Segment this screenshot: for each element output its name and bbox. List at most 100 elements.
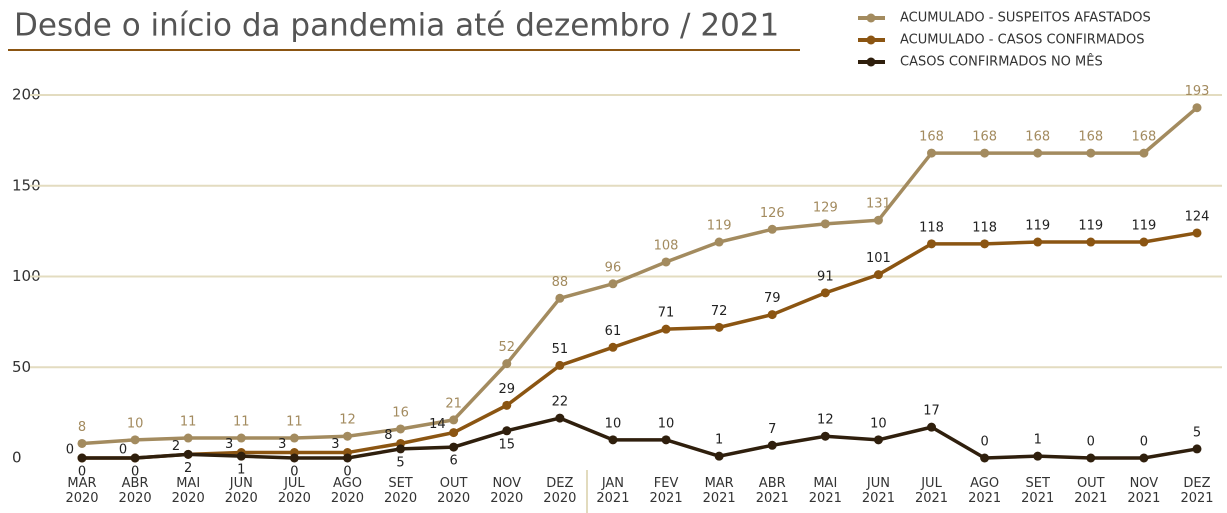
data-point [449,415,459,425]
data-label: 168 [1131,130,1156,145]
data-label: 168 [1078,130,1103,145]
x-tick-label: JUN 2020 [224,476,258,506]
data-point [1033,451,1043,461]
data-label: 6 [450,454,458,469]
data-label: 0 [1087,435,1095,450]
data-label: 61 [605,324,622,339]
data-point [289,433,299,443]
series-line [82,416,1198,460]
y-tick-label: 0 [12,449,22,467]
x-tick-label: MAR 2020 [65,476,99,506]
data-point [980,148,990,158]
data-label: 168 [1025,130,1050,145]
data-label: 8 [384,428,392,443]
data-label: 119 [1078,219,1103,234]
legend-label: ACUMULADO - SUSPEITOS AFASTADOS [900,11,1151,26]
data-point [1139,237,1149,247]
data-point [555,413,565,423]
data-label: 0 [131,465,139,480]
data-point [820,288,830,298]
data-point [767,440,777,450]
data-point [1033,237,1043,247]
data-label: 0 [78,465,86,480]
data-point [714,451,724,461]
x-tick-label: AGO 2021 [968,476,1002,506]
data-label: 3 [225,437,233,452]
data-label: 168 [919,130,944,145]
x-tick-label: MAI 2021 [808,476,842,506]
data-point [342,431,352,441]
data-label: 11 [286,415,303,430]
data-point [449,442,459,452]
x-tick-label: MAR 2021 [702,476,736,506]
x-tick-label: ABR 2021 [755,476,789,506]
data-point [449,428,459,438]
data-point [77,438,87,448]
data-point [608,342,618,352]
data-point [1192,103,1202,113]
x-tick-label: FEV 2021 [649,476,683,506]
x-tick-label: MAI 2020 [171,476,205,506]
x-tick-label: SET 2020 [384,476,418,506]
data-label: 118 [972,220,997,235]
data-point [714,322,724,332]
data-label: 108 [654,238,679,253]
data-point [236,433,246,443]
series-line [82,231,1198,460]
data-point [1086,148,1096,158]
data-label: 2 [184,461,192,476]
data-label: 119 [1131,219,1156,234]
data-label: 126 [760,206,785,221]
data-label: 0 [119,443,127,458]
data-point [396,424,406,434]
data-label: 1 [715,433,723,448]
data-label: 12 [817,413,834,428]
data-label: 8 [78,420,86,435]
data-label: 22 [552,395,569,410]
data-point [980,453,990,463]
data-point [183,433,193,443]
data-label: 168 [972,130,997,145]
data-label: 3 [278,437,286,452]
data-label: 0 [343,465,351,480]
x-tick-label: OUT 2020 [437,476,471,506]
data-point [130,435,140,445]
data-label: 5 [1193,425,1201,440]
x-tick-label: JAN 2021 [596,476,630,506]
data-label: 7 [768,422,776,437]
data-point [767,310,777,320]
data-label: 10 [658,416,675,431]
y-tick-label: 200 [12,86,41,104]
data-point [873,435,883,445]
chart-title: Desde o início da pandemia até dezembro … [14,8,779,44]
data-point [873,270,883,280]
data-label: 21 [445,396,462,411]
data-label: 17 [923,404,940,419]
data-label: 12 [339,413,356,428]
data-point [873,215,883,225]
data-label: 1 [237,463,245,478]
x-tick-label: NOV 2021 [1127,476,1161,506]
data-label: 124 [1185,209,1210,224]
data-label: 11 [180,415,197,430]
x-tick-label: OUT 2021 [1074,476,1108,506]
data-point [927,422,937,432]
y-tick-label: 150 [12,176,41,194]
x-tick-label: NOV 2020 [490,476,524,506]
data-label: 118 [919,220,944,235]
data-point [980,239,990,249]
data-label: 10 [127,416,144,431]
data-label: 72 [711,304,728,319]
data-point [1139,148,1149,158]
data-point [130,453,140,463]
x-tick-label: AGO 2020 [330,476,365,506]
data-point [1033,148,1043,158]
data-point [927,239,937,249]
data-label: 14 [429,417,446,432]
legend-marker [866,13,876,23]
data-point [661,435,671,445]
data-point [661,324,671,334]
data-label: 129 [813,200,838,215]
data-point [608,435,618,445]
